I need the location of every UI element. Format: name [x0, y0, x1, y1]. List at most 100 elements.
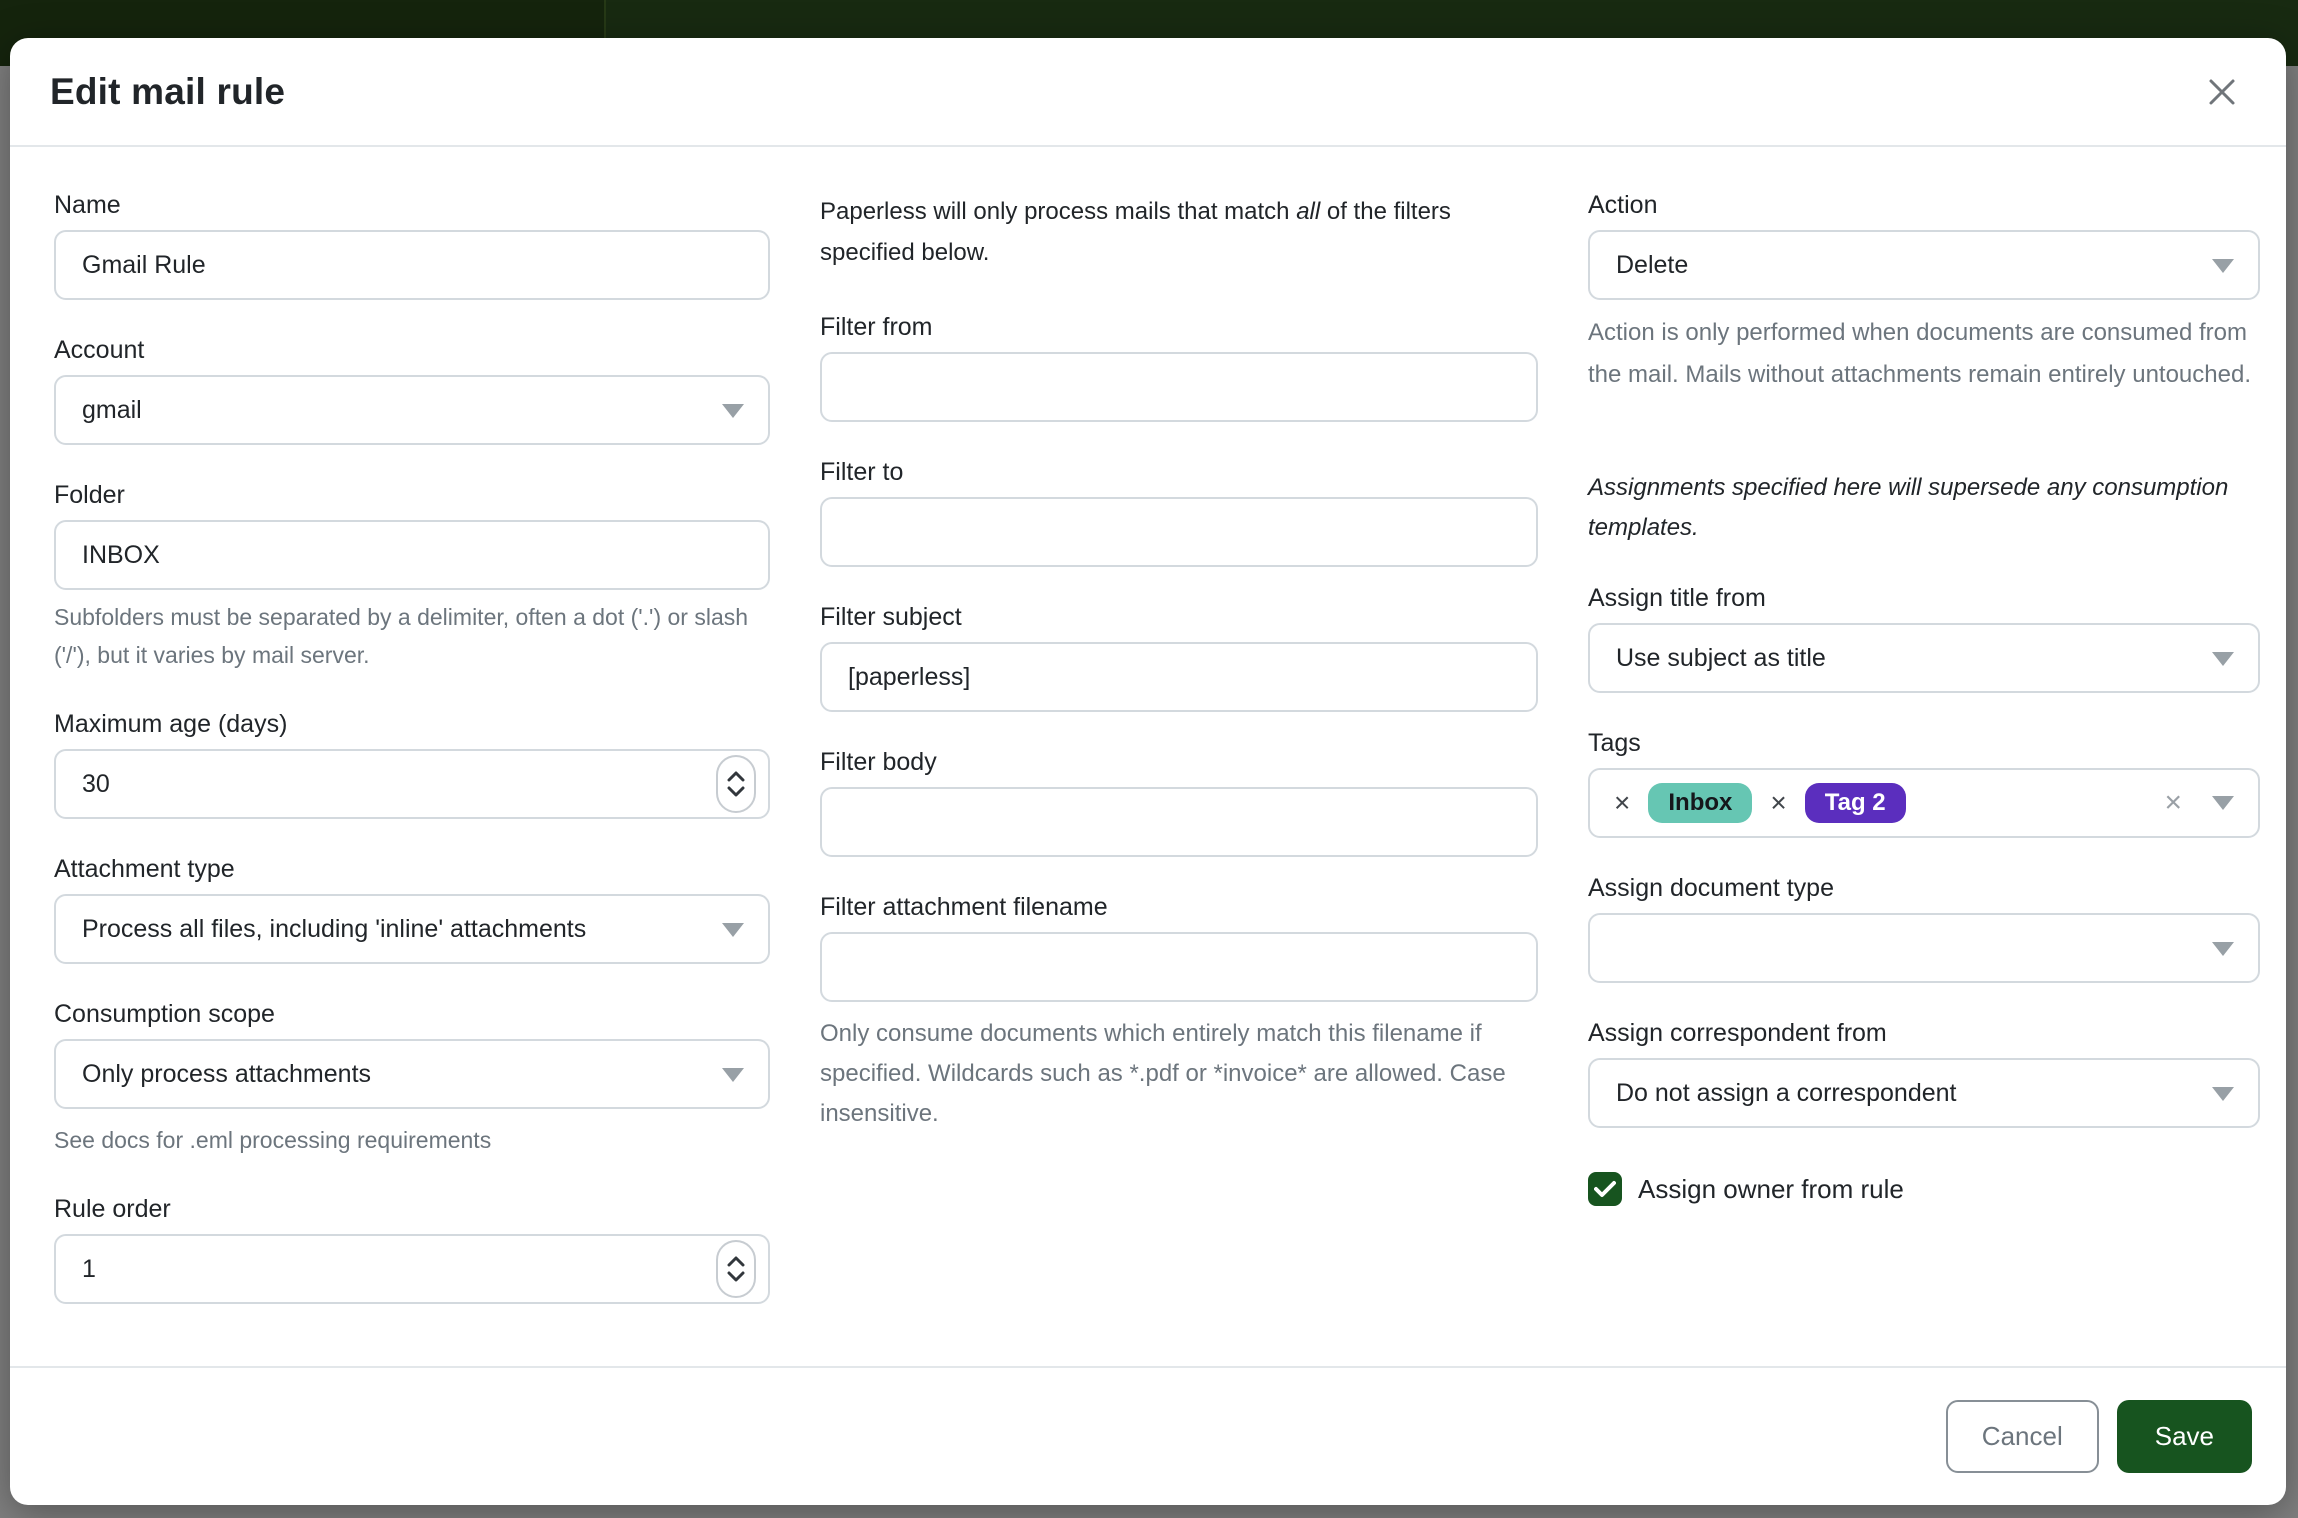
maximum-age-input-field[interactable]	[82, 769, 742, 799]
assign-title-select[interactable]: Use subject as title	[1588, 623, 2260, 693]
filter-filename-input-field[interactable]	[848, 952, 1510, 982]
maximum-age-label: Maximum age (days)	[54, 710, 288, 738]
navbar-divider	[604, 0, 606, 66]
action-field-group: Action Delete Action is only performed w…	[1588, 191, 2260, 396]
assign-document-type-field-group: Assign document type	[1588, 874, 2260, 983]
assign-title-field-group: Assign title from Use subject as title	[1588, 584, 2260, 693]
name-label: Name	[54, 191, 121, 219]
dialog-title: Edit mail rule	[50, 70, 286, 112]
number-stepper[interactable]	[716, 755, 756, 813]
chevron-down-icon	[2212, 652, 2234, 666]
account-label: Account	[54, 336, 145, 364]
assign-owner-label: Assign owner from rule	[1638, 1173, 1904, 1204]
filter-body-input-field[interactable]	[848, 807, 1510, 837]
consumption-scope-select[interactable]: Only process attachments	[54, 1039, 770, 1109]
edit-mail-rule-dialog: Edit mail rule Name Account gmail	[10, 38, 2286, 1505]
assign-correspondent-select[interactable]: Do not assign a correspondent	[1588, 1058, 2260, 1128]
tags-multiselect[interactable]: × Inbox × Tag 2 ×	[1588, 768, 2260, 838]
assign-owner-row: Assign owner from rule	[1588, 1172, 2260, 1206]
consumption-scope-selected-value: Only process attachments	[82, 1059, 372, 1088]
account-field-group: Account gmail	[54, 336, 770, 445]
filter-filename-input[interactable]	[820, 932, 1538, 1002]
chevron-down-icon[interactable]	[2212, 796, 2234, 810]
name-input-field[interactable]	[82, 250, 742, 280]
filter-from-input[interactable]	[820, 352, 1538, 422]
close-icon[interactable]	[2198, 68, 2246, 116]
dialog-body: Name Account gmail Folder Subfolders mus…	[10, 147, 2286, 1366]
filter-subject-input[interactable]	[820, 642, 1538, 712]
folder-label: Folder	[54, 481, 125, 509]
maximum-age-input[interactable]	[54, 749, 770, 819]
column-filters: Paperless will only process mails that m…	[820, 191, 1538, 1366]
rule-order-field-group: Rule order	[54, 1195, 770, 1304]
tags-label: Tags	[1588, 729, 1641, 757]
account-selected-value: gmail	[82, 395, 142, 424]
filter-body-input[interactable]	[820, 787, 1538, 857]
column-general: Name Account gmail Folder Subfolders mus…	[54, 191, 770, 1366]
attachment-type-field-group: Attachment type Process all files, inclu…	[54, 855, 770, 964]
dialog-header: Edit mail rule	[10, 38, 2286, 147]
filters-intro-text: Paperless will only process mails that m…	[820, 198, 1451, 266]
folder-field-group: Folder Subfolders must be separated by a…	[54, 481, 770, 674]
consumption-scope-field-group: Consumption scope Only process attachmen…	[54, 1000, 770, 1159]
maximum-age-field-group: Maximum age (days)	[54, 710, 770, 819]
folder-input[interactable]	[54, 520, 770, 590]
assign-title-label: Assign title from	[1588, 584, 1766, 612]
rule-order-label: Rule order	[54, 1195, 171, 1223]
action-select[interactable]: Delete	[1588, 230, 2260, 300]
filter-from-field-group: Filter from	[820, 313, 1538, 422]
action-selected-value: Delete	[1616, 250, 1689, 279]
filter-filename-help-text: Only consume documents which entirely ma…	[820, 1020, 1506, 1127]
tags-field-group: Tags × Inbox × Tag 2 ×	[1588, 729, 2260, 838]
consumption-scope-help-text: See docs for .eml processing requirement…	[54, 1127, 492, 1153]
assign-owner-checkbox[interactable]	[1588, 1172, 1622, 1206]
action-help-text: Action is only performed when documents …	[1588, 319, 2251, 388]
filter-filename-label: Filter attachment filename	[820, 893, 1108, 921]
assign-correspondent-field-group: Assign correspondent from Do not assign …	[1588, 1019, 2260, 1128]
name-field-group: Name	[54, 191, 770, 300]
chevron-down-icon	[2212, 1087, 2234, 1101]
clear-tags-icon[interactable]: ×	[2164, 786, 2182, 819]
column-actions: Action Delete Action is only performed w…	[1588, 191, 2260, 1366]
assign-document-type-select[interactable]	[1588, 913, 2260, 983]
name-input[interactable]	[54, 230, 770, 300]
save-button[interactable]: Save	[2116, 1400, 2252, 1473]
remove-tag-icon[interactable]: ×	[1770, 787, 1787, 818]
filter-filename-field-group: Filter attachment filename Only consume …	[820, 893, 1538, 1134]
filter-subject-field-group: Filter subject	[820, 603, 1538, 712]
assign-correspondent-label: Assign correspondent from	[1588, 1019, 1887, 1047]
chevron-down-icon	[2212, 259, 2234, 273]
attachment-type-select[interactable]: Process all files, including 'inline' at…	[54, 894, 770, 964]
rule-order-input[interactable]	[54, 1234, 770, 1304]
filter-to-input[interactable]	[820, 497, 1538, 567]
attachment-type-selected-value: Process all files, including 'inline' at…	[82, 914, 587, 943]
number-stepper[interactable]	[716, 1240, 756, 1298]
chevron-down-icon	[722, 1068, 744, 1082]
assign-document-type-label: Assign document type	[1588, 874, 1834, 902]
filter-body-label: Filter body	[820, 748, 937, 776]
action-label: Action	[1588, 191, 1658, 219]
filter-body-field-group: Filter body	[820, 748, 1538, 857]
assignments-note: Assignments specified here will supersed…	[1588, 474, 2229, 541]
chevron-down-icon	[722, 404, 744, 418]
folder-help-text: Subfolders must be separated by a delimi…	[54, 604, 749, 668]
filter-to-input-field[interactable]	[848, 517, 1510, 547]
chevron-down-icon	[2212, 942, 2234, 956]
tag-pill-inbox: Inbox	[1648, 783, 1753, 823]
assign-title-selected-value: Use subject as title	[1616, 643, 1826, 672]
folder-input-field[interactable]	[82, 540, 742, 570]
cancel-button[interactable]: Cancel	[1945, 1400, 2099, 1473]
filter-from-input-field[interactable]	[848, 372, 1510, 402]
filter-to-label: Filter to	[820, 458, 904, 486]
attachment-type-label: Attachment type	[54, 855, 235, 883]
tag-pill-tag-2: Tag 2	[1804, 783, 1906, 823]
account-select[interactable]: gmail	[54, 375, 770, 445]
rule-order-input-field[interactable]	[82, 1254, 742, 1284]
remove-tag-icon[interactable]: ×	[1614, 787, 1631, 818]
assign-correspondent-selected-value: Do not assign a correspondent	[1616, 1078, 1957, 1107]
filter-subject-label: Filter subject	[820, 603, 962, 631]
filter-subject-input-field[interactable]	[848, 662, 1510, 692]
dialog-footer: Cancel Save	[10, 1366, 2286, 1505]
chevron-down-icon	[722, 923, 744, 937]
filter-from-label: Filter from	[820, 313, 933, 341]
